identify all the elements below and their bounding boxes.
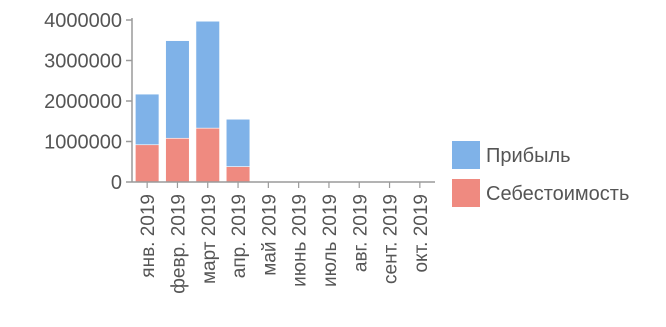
x-category-label: июнь 2019	[290, 194, 311, 287]
x-category-label: май 2019	[259, 194, 280, 276]
y-axis: 0 1000000 2000000 3000000 4000000	[44, 10, 133, 194]
legend-swatch	[452, 179, 480, 207]
bars	[135, 20, 251, 183]
legend-label: Себестоимость	[486, 183, 629, 205]
x-category-label: сент. 2019	[381, 194, 402, 284]
bar-segment-profit	[165, 40, 190, 139]
x-category-label: апр. 2019	[229, 194, 250, 278]
y-tick-label: 4000000	[44, 10, 122, 32]
y-tick-label: 1000000	[44, 132, 122, 154]
legend-label: Прибыль	[486, 145, 571, 167]
bar-segment-profit	[195, 20, 220, 129]
bar-segment-cost	[135, 144, 160, 183]
x-category-label: окт. 2019	[411, 194, 432, 273]
y-tick-label: 3000000	[44, 51, 122, 73]
x-axis: янв. 2019 февр. 2019 март 2019 апр. 2019 май…	[132, 181, 435, 294]
legend: Прибыль Себестоимость	[452, 141, 629, 207]
x-category-label: февр. 2019	[168, 194, 189, 294]
bar-segment-profit	[225, 118, 251, 167]
x-category-label: июль 2019	[320, 194, 341, 287]
x-category-label: март 2019	[199, 194, 220, 284]
bar-segment-cost	[225, 166, 251, 183]
legend-swatch	[452, 141, 480, 169]
y-tick-label: 0	[111, 172, 122, 194]
bar-segment-profit	[135, 93, 160, 146]
bar-segment-cost	[165, 137, 190, 183]
x-category-label: янв. 2019	[138, 194, 159, 278]
y-tick-label: 2000000	[44, 91, 122, 113]
bar-segment-cost	[195, 127, 220, 183]
x-category-label: авг. 2019	[350, 194, 371, 272]
